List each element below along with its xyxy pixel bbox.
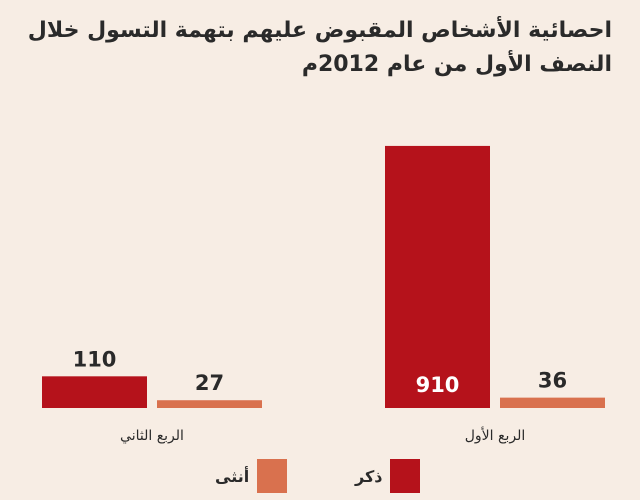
value-label-male-q2: 910	[416, 373, 460, 397]
chart-title-line2: النصف الأول من عام 2012م	[301, 52, 612, 77]
legend-label-female: أنثى	[215, 466, 250, 486]
legend-swatch-male	[390, 459, 421, 493]
bar-female-q2	[500, 397, 605, 408]
legend-item-female: أنثى	[215, 458, 288, 494]
bar-male-q2	[385, 145, 490, 409]
legend-label-male: ذكر	[355, 466, 383, 486]
category-label-q1: الربع الثاني	[120, 428, 184, 444]
value-label-female-q1: 27	[195, 371, 224, 395]
value-label-male-q1: 110	[73, 347, 117, 371]
legend-item-male: ذكر	[355, 458, 421, 494]
bar-female-q1	[157, 400, 262, 408]
legend-swatch-female	[257, 459, 288, 493]
bar-male-q1	[42, 376, 147, 408]
value-label-female-q2: 36	[538, 369, 567, 393]
chart-title: احصائية الأشخاص المقبوض عليهم بتهمة التس…	[12, 14, 612, 82]
category-label-q2: الربع الأول	[465, 426, 525, 444]
chart-title-line1: احصائية الأشخاص المقبوض عليهم بتهمة التس…	[27, 18, 612, 43]
